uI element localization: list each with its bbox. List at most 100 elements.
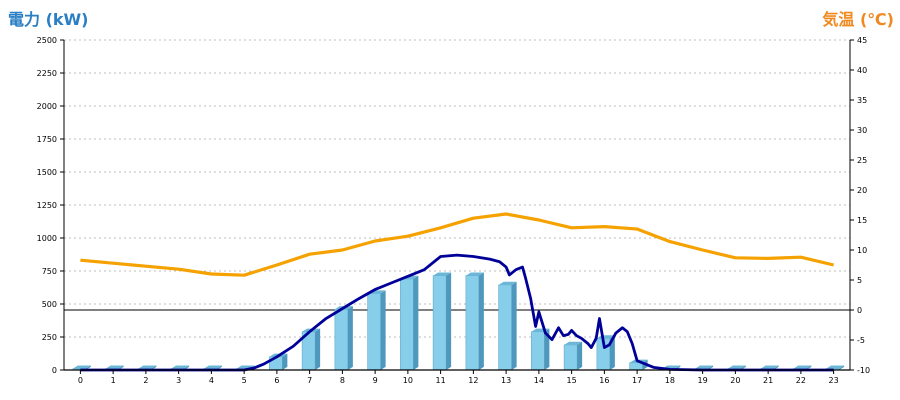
left-axis-ticks: 0 250 500 750 1000 1250 1500 1750 2000 2250 2500 bbox=[37, 36, 64, 375]
x-tick-label-12: 12 bbox=[468, 376, 478, 385]
power-bar-top bbox=[171, 365, 190, 369]
power-bar-front bbox=[563, 344, 578, 371]
x-tick-label-16: 16 bbox=[599, 376, 609, 385]
gridlines bbox=[64, 39, 850, 338]
left-axis-title: 電力 (kW) bbox=[8, 10, 89, 29]
x-tick-label-23: 23 bbox=[829, 376, 839, 385]
power-bar-10 bbox=[400, 275, 419, 371]
power-bar-front bbox=[465, 275, 480, 371]
power-bar-side bbox=[478, 272, 484, 370]
left-tick-label: 1000 bbox=[37, 234, 57, 243]
power-bar-7 bbox=[301, 328, 321, 371]
right-tick-label: 40 bbox=[857, 66, 867, 75]
power-bar-top bbox=[138, 365, 157, 369]
power-bar-side bbox=[413, 275, 419, 370]
power-bar-front bbox=[400, 278, 414, 371]
right-tick-label: 45 bbox=[857, 36, 867, 45]
power-bar-11 bbox=[432, 272, 452, 371]
power-bar-front bbox=[334, 308, 349, 371]
power-bar-top bbox=[105, 365, 124, 369]
power-bar-top bbox=[695, 365, 714, 369]
power-bar-side bbox=[380, 290, 386, 370]
x-tick-label-9: 9 bbox=[373, 376, 378, 385]
x-tick-label-7: 7 bbox=[307, 376, 312, 385]
x-tick-label-14: 14 bbox=[534, 376, 544, 385]
power-bar-13 bbox=[498, 281, 517, 371]
axes bbox=[63, 40, 851, 371]
power-bar-side bbox=[347, 306, 353, 370]
power-bar-front bbox=[498, 284, 512, 371]
power-bar-14 bbox=[531, 328, 550, 371]
right-axis-ticks: -10 -5 0 5 10 15 20 25 30 35 40 45 bbox=[850, 36, 870, 375]
left-tick-label: 500 bbox=[42, 300, 57, 309]
right-tick-label: 10 bbox=[857, 246, 867, 255]
x-tick-label-15: 15 bbox=[567, 376, 577, 385]
left-tick-label: 2500 bbox=[37, 36, 57, 45]
right-tick-label: -5 bbox=[857, 336, 865, 345]
right-tick-label: 5 bbox=[857, 276, 862, 285]
temperature-series bbox=[80, 212, 834, 277]
right-tick-label: 35 bbox=[857, 96, 867, 105]
power-bar-side bbox=[544, 328, 550, 370]
power-bar-top bbox=[72, 365, 91, 369]
power-bar-top bbox=[826, 365, 845, 369]
right-tick-label: 25 bbox=[857, 156, 867, 165]
left-tick-label: 1750 bbox=[37, 135, 57, 144]
x-tick-label-4: 4 bbox=[209, 376, 214, 385]
right-tick-label: 20 bbox=[857, 186, 867, 195]
power-bar-side bbox=[577, 341, 583, 370]
x-tick-label-0: 0 bbox=[78, 376, 83, 385]
x-axis-ticks: 0 1 2 3 4 5 6 7 8 9 10 11 12 13 14 15 16 17 18 19 20 21 22 23 bbox=[78, 370, 839, 385]
x-tick-label-13: 13 bbox=[501, 376, 511, 385]
left-tick-label: 2000 bbox=[37, 102, 57, 111]
power-bar-front bbox=[629, 362, 643, 371]
power-bar-front bbox=[531, 331, 545, 371]
x-tick-label-5: 5 bbox=[242, 376, 247, 385]
power-bar-side bbox=[315, 328, 321, 370]
power-bar-15 bbox=[563, 341, 583, 371]
power-bar-top bbox=[498, 281, 517, 285]
power-bar-front bbox=[432, 275, 447, 371]
power-bar-8 bbox=[334, 306, 353, 371]
x-tick-label-17: 17 bbox=[632, 376, 642, 385]
x-tick-label-10: 10 bbox=[403, 376, 413, 385]
right-tick-label: -10 bbox=[857, 366, 870, 375]
temperature-line bbox=[80, 212, 834, 277]
right-tick-label: 15 bbox=[857, 216, 867, 225]
right-tick-label: 0 bbox=[857, 306, 862, 315]
x-tick-label-6: 6 bbox=[274, 376, 279, 385]
power-bar-side bbox=[282, 353, 288, 370]
x-tick-label-8: 8 bbox=[340, 376, 345, 385]
power-bar-top bbox=[433, 272, 452, 276]
x-tick-label-18: 18 bbox=[665, 376, 675, 385]
power-line bbox=[80, 253, 834, 372]
right-tick-label: 30 bbox=[857, 126, 867, 135]
power-bar-top bbox=[203, 365, 222, 369]
power-bar-side bbox=[839, 365, 845, 370]
x-tick-label-11: 11 bbox=[436, 376, 446, 385]
power-bar-9 bbox=[367, 290, 386, 371]
x-tick-label-20: 20 bbox=[730, 376, 740, 385]
left-tick-label: 250 bbox=[42, 333, 57, 342]
x-tick-label-22: 22 bbox=[796, 376, 806, 385]
power-bar-side bbox=[511, 281, 517, 370]
x-tick-label-3: 3 bbox=[176, 376, 181, 385]
power-series bbox=[80, 253, 834, 372]
left-tick-label: 0 bbox=[52, 366, 57, 375]
left-tick-label: 2250 bbox=[37, 69, 57, 78]
power-bar-top bbox=[465, 272, 484, 276]
power-bar-12 bbox=[465, 272, 484, 371]
power-bar-front bbox=[367, 293, 381, 371]
left-tick-label: 750 bbox=[42, 267, 57, 276]
power-bar-top bbox=[727, 365, 746, 369]
power-bar-top bbox=[793, 365, 812, 369]
power-bars bbox=[72, 272, 845, 371]
left-tick-label: 1500 bbox=[37, 168, 57, 177]
power-bar-side bbox=[446, 272, 452, 370]
x-tick-label-19: 19 bbox=[698, 376, 708, 385]
power-bar-top bbox=[564, 341, 583, 345]
left-tick-label: 1250 bbox=[37, 201, 57, 210]
x-tick-label-1: 1 bbox=[111, 376, 116, 385]
power-bar-top bbox=[760, 365, 779, 369]
